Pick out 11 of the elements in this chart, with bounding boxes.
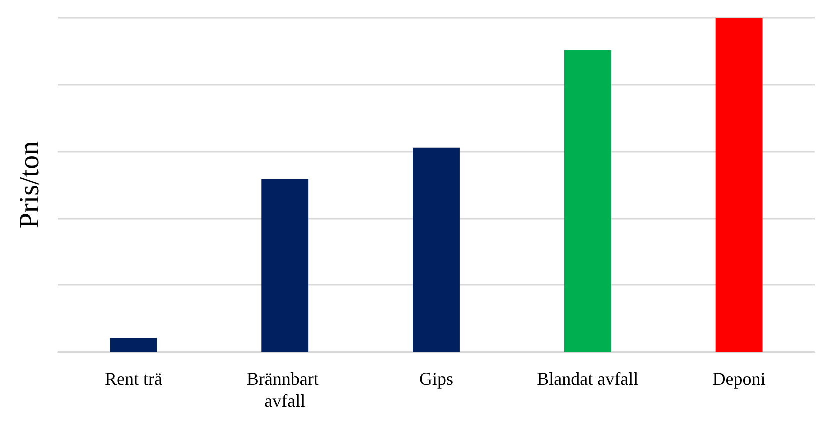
x-tick-label: Deponi: [712, 369, 766, 389]
x-tick-label: Gips: [419, 369, 454, 389]
x-tick-label: Rent trä: [104, 369, 162, 389]
bar: [110, 338, 158, 352]
bar: [262, 179, 309, 352]
x-tick-label: Blandat avfall: [537, 369, 639, 389]
bar: [716, 18, 763, 352]
y-axis-title: Pris/ton: [14, 141, 46, 229]
bar: [413, 148, 460, 352]
x-tick-label: Brännbart avfall: [246, 369, 324, 411]
bar: [564, 50, 612, 352]
